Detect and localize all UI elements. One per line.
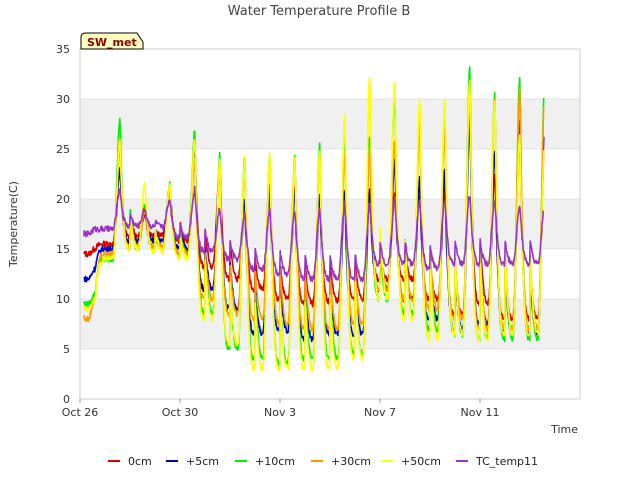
grid-band xyxy=(80,99,580,149)
legend-label: +10cm xyxy=(255,455,295,468)
plot-lines xyxy=(83,66,545,373)
x-tick-label: Oct 30 xyxy=(162,406,199,419)
chart-title: Water Temperature Profile B xyxy=(228,4,411,19)
y-tick-label: 25 xyxy=(56,143,70,156)
x-tick-label: Nov 11 xyxy=(461,406,500,419)
site-badge-label: SW_met xyxy=(87,36,137,49)
x-tick-label: Oct 26 xyxy=(62,406,99,419)
x-tick-label: Nov 3 xyxy=(264,406,296,419)
y-tick-label: 10 xyxy=(56,293,70,306)
legend-label: +5cm xyxy=(186,455,219,468)
y-tick-label: 15 xyxy=(56,243,70,256)
series-line-tctemp11 xyxy=(83,185,545,283)
legend-label: TC_temp11 xyxy=(475,455,538,468)
y-axis-label: Temperature(C) xyxy=(7,181,20,268)
site-badge-shape xyxy=(80,32,144,50)
y-tick-label: 35 xyxy=(56,43,70,56)
x-tick-label: Nov 7 xyxy=(364,406,396,419)
x-axis: Oct 26 Oct 30 Nov 3 Nov 7 Nov 11 xyxy=(62,399,500,419)
legend-label: 0cm xyxy=(128,455,152,468)
legend: 0cm +5cm +10cm +30cm +50cm TC_temp11 xyxy=(108,455,538,468)
legend-label: +30cm xyxy=(331,455,371,468)
y-axis: 0 5 10 15 20 25 30 35 xyxy=(56,43,70,406)
legend-label: +50cm xyxy=(401,455,441,468)
y-tick-label: 0 xyxy=(63,393,70,406)
x-axis-label: Time xyxy=(550,423,578,436)
y-tick-label: 30 xyxy=(56,93,70,106)
series-line-50cm xyxy=(83,76,545,373)
y-tick-label: 20 xyxy=(56,193,70,206)
y-tick-label: 5 xyxy=(63,343,70,356)
plot-frame xyxy=(79,48,581,400)
site-badge: SW_met xyxy=(80,32,144,50)
